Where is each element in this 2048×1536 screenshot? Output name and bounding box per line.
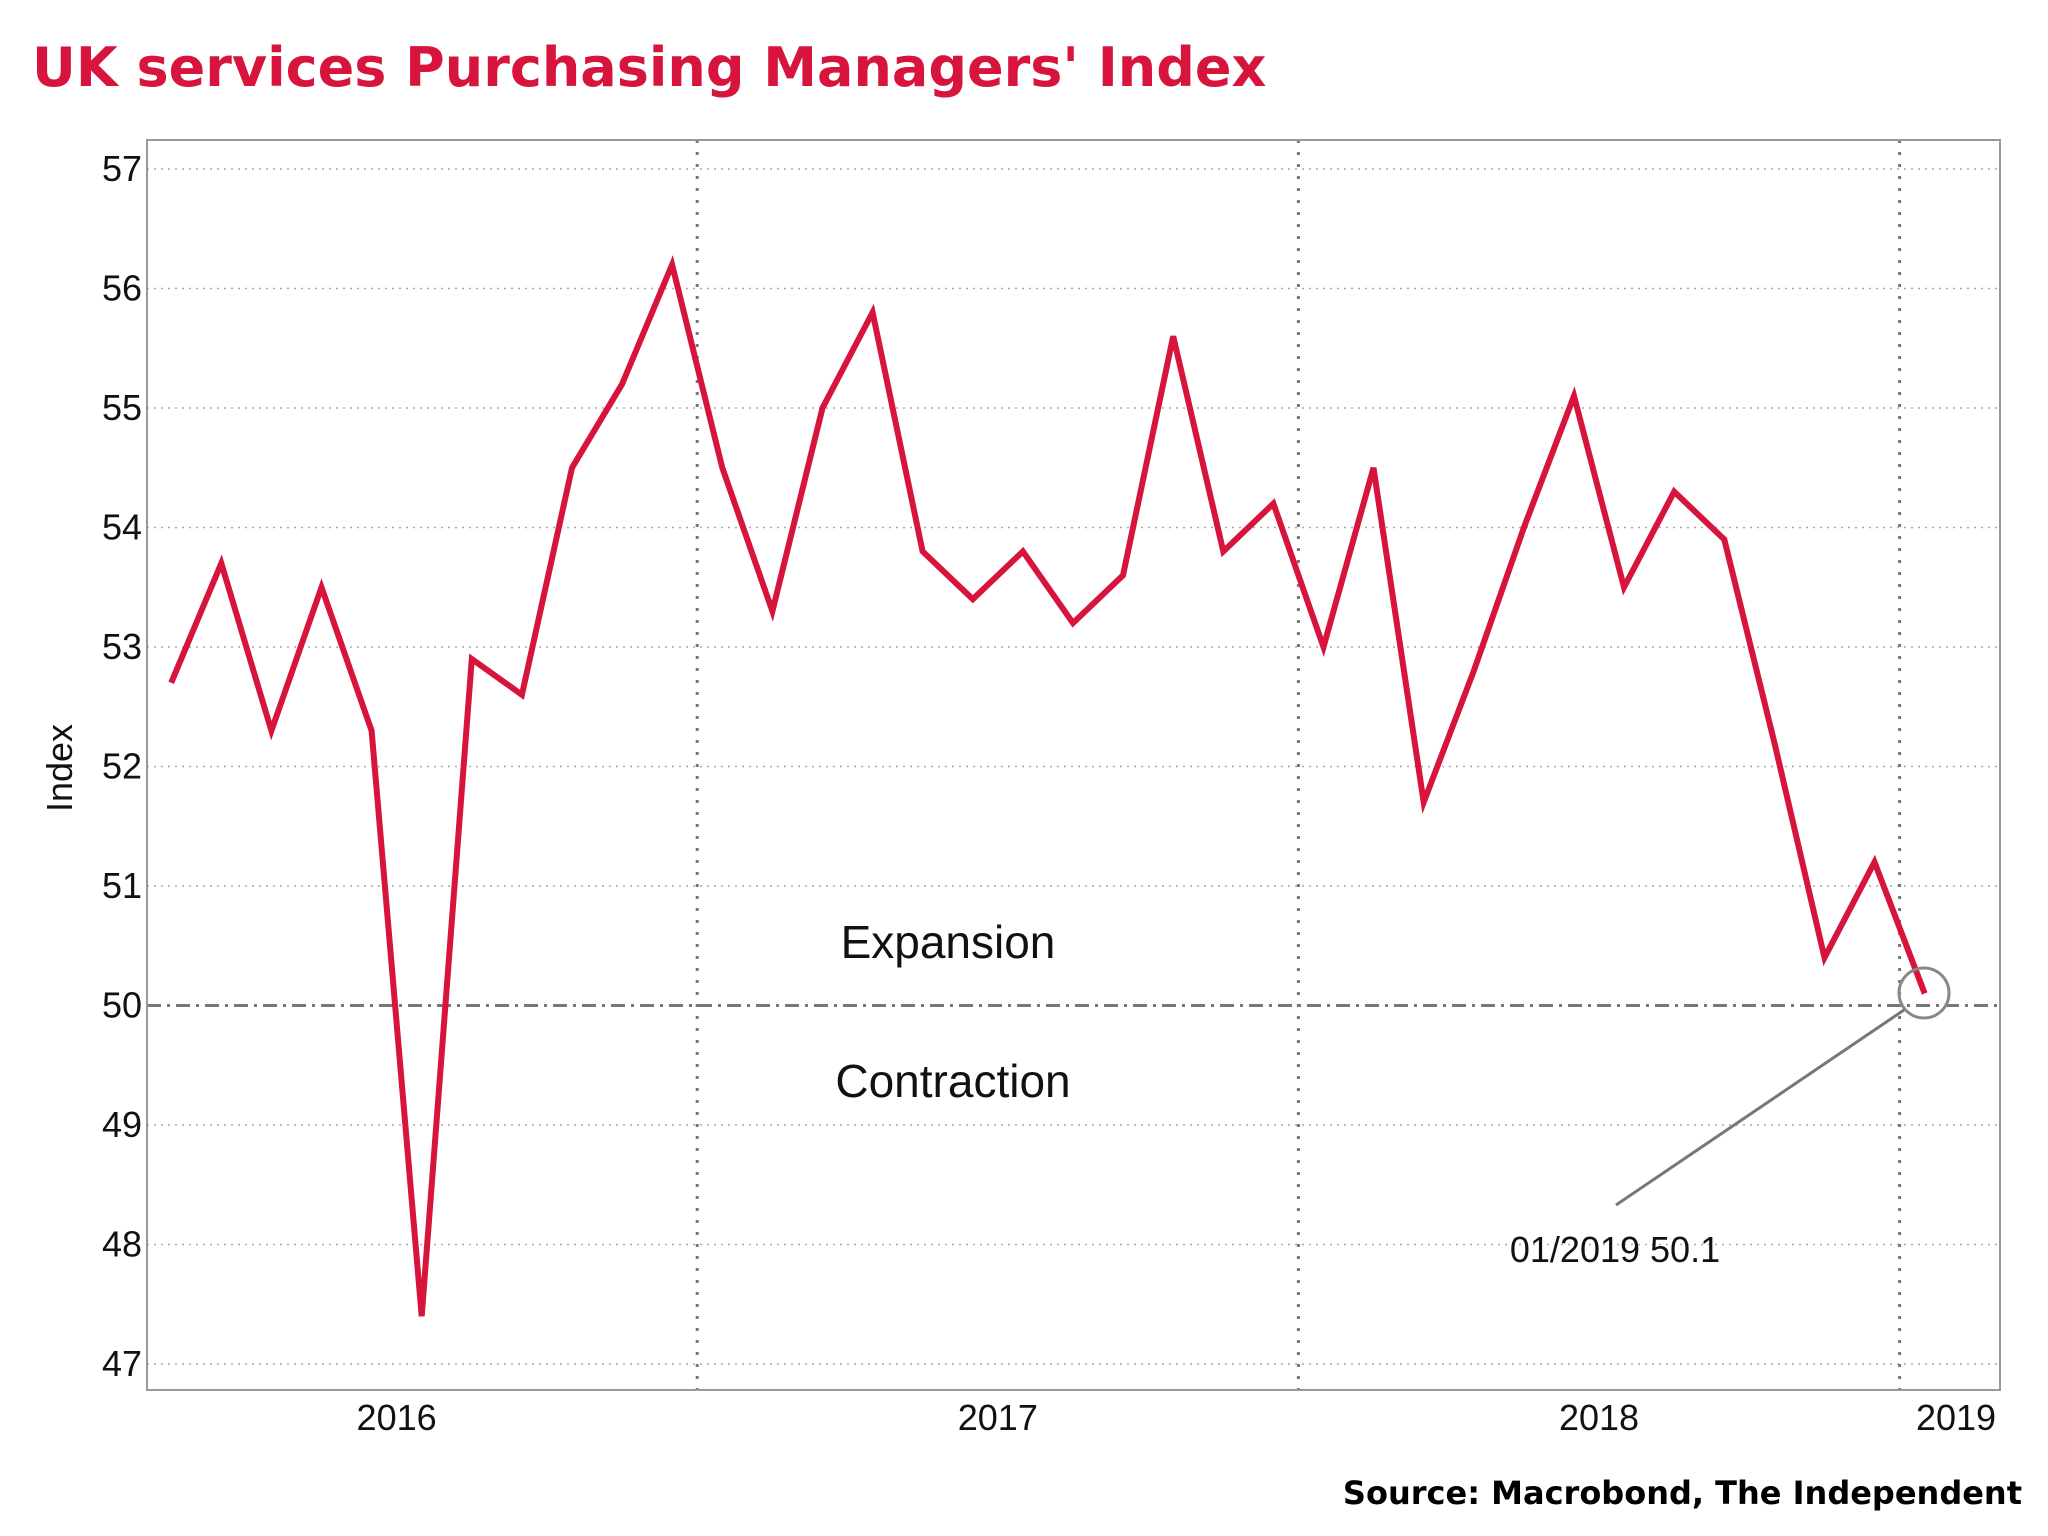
y-tick-label: 51 (102, 865, 142, 906)
y-tick-label: 54 (102, 507, 142, 548)
x-tick-label: 2019 (1916, 1397, 1996, 1438)
y-tick-label: 47 (102, 1343, 142, 1384)
source-note: Source: Macrobond, The Independent (1343, 1474, 2022, 1512)
y-tick-label: 48 (102, 1224, 142, 1265)
y-axis-ticks: 47 48 49 50 51 52 53 54 55 56 57 (102, 148, 142, 1384)
x-tick-label: 2016 (357, 1397, 437, 1438)
y-tick-label: 52 (102, 746, 142, 787)
x-tick-label: 2017 (958, 1397, 1038, 1438)
x-tick-label: 2018 (1559, 1397, 1639, 1438)
chart-title: UK services Purchasing Managers' Index (32, 36, 1267, 99)
contraction-label: Contraction (835, 1055, 1070, 1107)
annotation-circle (1897, 966, 1951, 1020)
y-tick-label: 55 (102, 387, 142, 428)
plot-frame (146, 139, 2001, 1391)
annotation-leader-line (1615, 1008, 1905, 1207)
expansion-label: Expansion (841, 916, 1056, 968)
y-tick-label: 56 (102, 268, 142, 309)
y-axis-label: Index (39, 724, 80, 812)
last-point-annotation: 01/2019 50.1 (1510, 1229, 1720, 1270)
y-tick-label: 49 (102, 1104, 142, 1145)
y-tick-label: 57 (102, 148, 142, 189)
grid (147, 140, 2000, 1390)
pmi-line (168, 255, 1928, 1317)
y-tick-label: 50 (102, 985, 142, 1026)
x-axis-ticks: 2016 2017 2018 2019 (357, 1397, 1996, 1438)
series (168, 255, 1928, 1317)
y-tick-label: 53 (102, 626, 142, 667)
